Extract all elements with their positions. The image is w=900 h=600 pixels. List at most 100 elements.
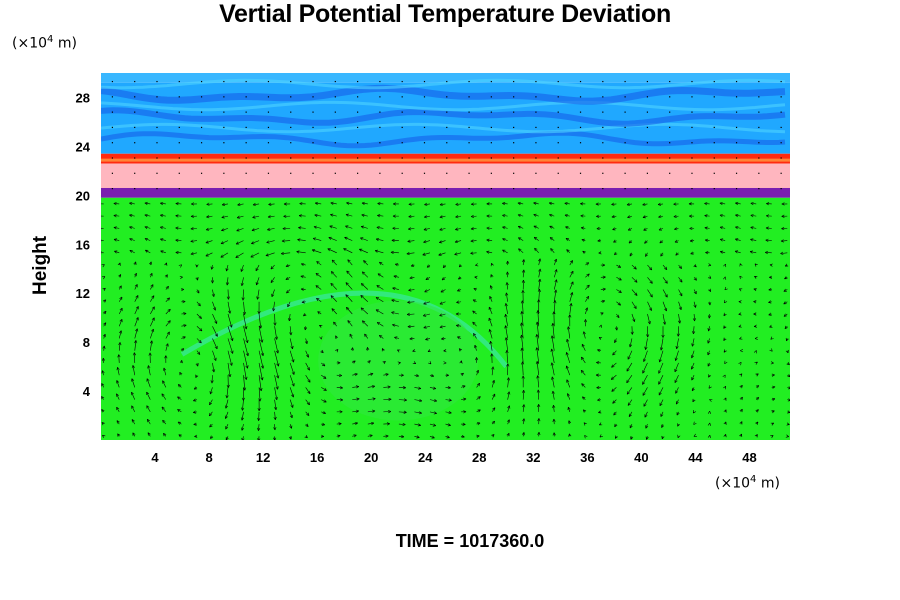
wind-vector-head — [642, 381, 646, 385]
grid-dot — [535, 126, 537, 129]
wind-vector-head — [144, 201, 148, 205]
grid-dot — [646, 111, 648, 113]
wind-vector — [629, 423, 633, 429]
wind-vector — [367, 398, 376, 400]
wind-vector — [165, 320, 171, 327]
wind-vector-head — [161, 393, 165, 397]
wind-vector-head — [567, 406, 571, 411]
wind-vector-head — [643, 358, 646, 362]
wind-vector-head — [230, 350, 234, 354]
grid-dot — [579, 111, 582, 113]
wind-vector — [258, 338, 264, 356]
wind-vector — [491, 393, 496, 400]
wind-vector-head — [570, 270, 574, 275]
wind-vector-head — [630, 331, 634, 335]
grid-dot — [735, 111, 738, 113]
wind-vector-head — [739, 433, 743, 438]
wind-vector — [537, 310, 540, 327]
wind-vector — [567, 407, 571, 412]
wind-vector-head — [582, 331, 586, 335]
wind-vector-head — [319, 325, 323, 328]
wind-vector — [517, 202, 524, 205]
wind-vector-head — [548, 201, 553, 205]
wind-vector-head — [256, 296, 260, 300]
wind-vector — [506, 350, 508, 363]
wind-vector-head — [583, 422, 587, 426]
wind-vector-head — [614, 251, 618, 256]
wind-vector-head — [738, 288, 743, 292]
wind-vector — [315, 273, 322, 278]
wind-vector-head — [674, 239, 678, 243]
wind-vector — [750, 239, 757, 241]
x-tick-label: 40 — [634, 450, 648, 465]
wind-vector — [533, 214, 539, 217]
wind-vector — [662, 289, 668, 298]
wind-vector-head — [197, 303, 201, 307]
wind-vector — [472, 310, 477, 315]
wind-vector-head — [704, 214, 708, 218]
wind-vector-head — [738, 300, 742, 304]
wind-vector-head — [343, 248, 347, 252]
wind-vector-head — [723, 337, 727, 341]
wind-vector-head — [345, 213, 349, 217]
wind-vector — [439, 215, 446, 218]
wind-vector-head — [536, 389, 540, 393]
wind-vector-head — [273, 427, 277, 431]
wind-vector-head — [755, 373, 759, 377]
grid-dot — [735, 96, 738, 98]
wind-vector-head — [704, 226, 708, 230]
wind-vector — [147, 432, 151, 437]
wind-vector-head — [135, 317, 139, 321]
wind-vector — [305, 338, 308, 344]
wind-vector — [536, 321, 540, 339]
y-tick-label: 4 — [83, 384, 91, 399]
grid-dot — [312, 80, 314, 83]
wind-vector-head — [250, 254, 254, 258]
wind-vector-head — [241, 397, 245, 401]
wind-vector — [486, 239, 493, 241]
wind-vector-head — [118, 285, 122, 289]
wind-vector-head — [345, 225, 349, 229]
wind-vector-head — [739, 263, 743, 267]
wind-vector-head — [330, 213, 334, 217]
wind-vector-head — [407, 300, 411, 304]
wind-vector — [196, 313, 202, 319]
wind-vector — [614, 338, 617, 343]
wind-vector-head — [418, 398, 423, 403]
wind-vector-head — [102, 345, 106, 349]
wind-vector-head — [353, 434, 357, 438]
grid-dot — [200, 157, 203, 159]
wind-vector — [658, 362, 664, 374]
wind-vector-head — [474, 344, 478, 349]
wind-vector — [456, 325, 462, 327]
wind-vector-head — [627, 215, 631, 219]
wind-vector-head — [220, 241, 224, 245]
wind-vector — [359, 248, 368, 254]
grid-dot — [156, 172, 158, 174]
grid-dot — [267, 142, 270, 144]
wind-vector-head — [281, 239, 285, 243]
wind-vector-head — [738, 324, 742, 328]
wind-vector-head — [769, 324, 773, 328]
grid-dot — [579, 157, 582, 159]
wind-vector-head — [255, 281, 259, 286]
grid-dot — [178, 187, 180, 190]
grid-dot — [780, 157, 782, 159]
wind-vector-head — [361, 201, 365, 205]
wind-vector-head — [642, 215, 646, 219]
wind-vector-head — [723, 349, 727, 353]
grid-dot — [713, 80, 715, 83]
grid-dot — [312, 96, 314, 98]
wind-vector-head — [565, 352, 569, 356]
wind-vector-head — [346, 201, 350, 205]
wind-vector — [470, 240, 477, 242]
wind-vector — [489, 329, 493, 339]
wind-vector-head — [537, 404, 541, 408]
grid-dot — [624, 96, 626, 98]
x-axis-unit: (×104 m) — [715, 474, 780, 492]
wind-vector — [181, 324, 187, 327]
wind-vector-head — [361, 271, 366, 275]
wind-vector-head — [569, 303, 573, 307]
wind-vector — [551, 348, 555, 363]
wind-vector — [160, 214, 166, 217]
